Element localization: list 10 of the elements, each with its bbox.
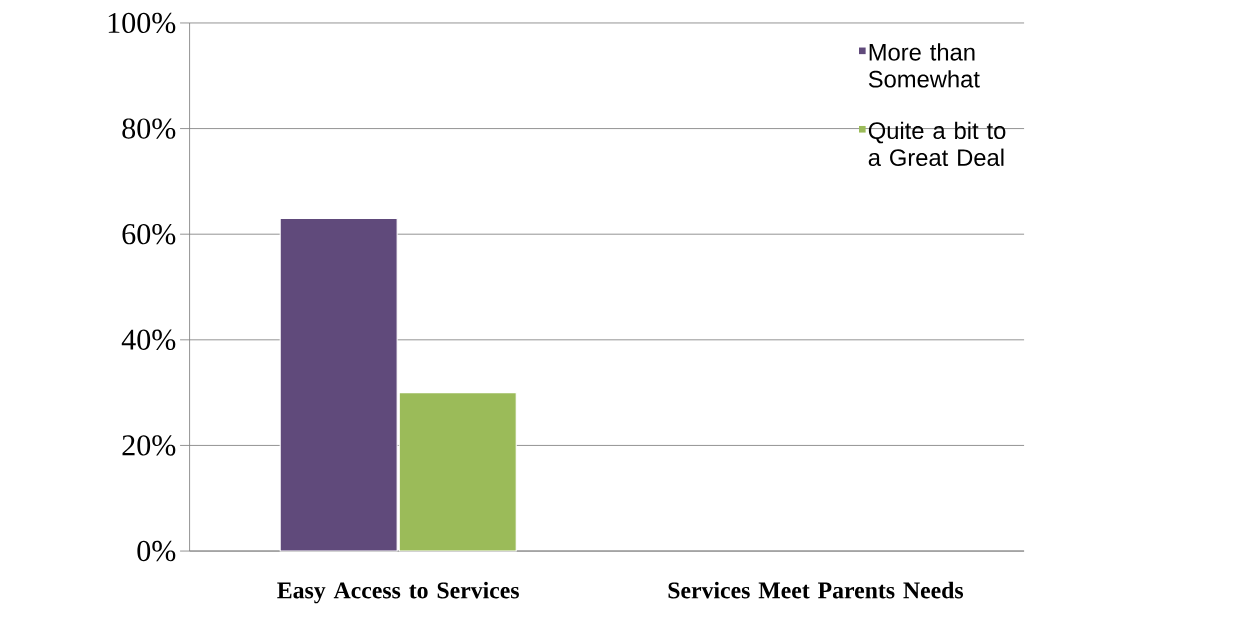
y-tick-label: 60% — [122, 223, 176, 245]
x-tick-label: Easy Access to Services — [277, 581, 519, 604]
y-tick-label: 40% — [121, 329, 176, 350]
x-tick-label: Services Meet Parents Needs — [668, 581, 964, 599]
y-tick-label: 100% — [108, 12, 176, 33]
y-tick-label: 0% — [137, 540, 176, 562]
y-tick-label: 80% — [122, 118, 176, 139]
legend-label: Quite a bit to a Great Deal — [868, 121, 1006, 166]
y-tick-label: 20% — [122, 435, 176, 456]
legend-label: More than Somewhat — [868, 43, 980, 88]
